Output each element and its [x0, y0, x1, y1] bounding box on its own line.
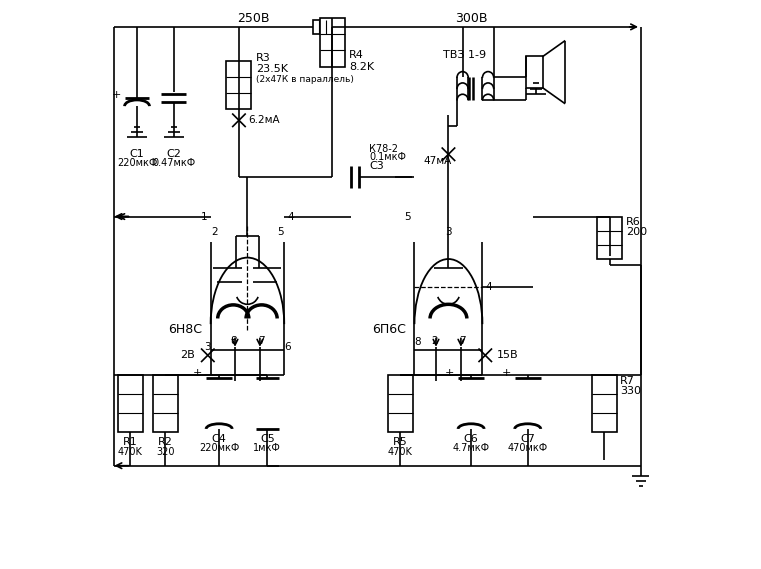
Text: 6.2мА: 6.2мА — [248, 116, 279, 125]
Text: 8.2K: 8.2K — [349, 61, 374, 72]
FancyBboxPatch shape — [313, 19, 333, 34]
Text: R5: R5 — [393, 437, 408, 447]
Text: C3: C3 — [369, 160, 384, 171]
Text: 2В: 2В — [180, 351, 196, 360]
Text: 47мА: 47мА — [423, 156, 451, 166]
Text: 470мкФ: 470мкФ — [508, 443, 548, 453]
Text: C2: C2 — [167, 149, 181, 159]
Text: 15В: 15В — [497, 351, 518, 360]
FancyBboxPatch shape — [153, 375, 178, 432]
Text: ТВЗ 1-9: ТВЗ 1-9 — [443, 50, 486, 60]
Text: 3: 3 — [445, 227, 452, 237]
Text: 2: 2 — [431, 336, 438, 346]
Text: 470K: 470K — [388, 447, 412, 456]
FancyBboxPatch shape — [320, 18, 345, 67]
Text: +: + — [112, 90, 121, 100]
FancyBboxPatch shape — [597, 217, 622, 259]
Text: 220мкФ: 220мкФ — [199, 443, 239, 453]
Text: 3: 3 — [205, 342, 211, 352]
Text: R2: R2 — [158, 437, 173, 447]
Text: C5: C5 — [260, 434, 275, 444]
Text: R7: R7 — [620, 376, 635, 386]
Text: 8: 8 — [414, 337, 421, 347]
Text: C4: C4 — [212, 434, 227, 444]
Text: 1мкФ: 1мкФ — [253, 443, 282, 453]
FancyBboxPatch shape — [526, 56, 543, 88]
Text: 320: 320 — [156, 447, 174, 456]
Text: R1: R1 — [123, 437, 138, 447]
FancyBboxPatch shape — [118, 375, 142, 432]
Text: 470K: 470K — [118, 447, 142, 456]
Text: 4.7мкФ: 4.7мкФ — [453, 443, 489, 453]
Text: 250В: 250В — [237, 13, 269, 26]
Text: 7: 7 — [258, 336, 265, 346]
Text: 4: 4 — [288, 212, 295, 221]
Text: 5: 5 — [277, 227, 284, 237]
Text: 0.1мкФ: 0.1мкФ — [369, 152, 406, 162]
FancyBboxPatch shape — [388, 375, 412, 432]
Text: R3: R3 — [256, 53, 271, 63]
Text: 1: 1 — [201, 212, 207, 221]
Text: 200: 200 — [626, 228, 647, 237]
FancyBboxPatch shape — [592, 375, 616, 432]
Text: 6: 6 — [284, 342, 291, 352]
Text: К78-2: К78-2 — [369, 143, 398, 154]
Text: +: + — [193, 368, 202, 378]
Text: (2х47К в параллель): (2х47К в параллель) — [256, 75, 354, 84]
Text: C7: C7 — [521, 434, 535, 444]
Text: R4: R4 — [349, 50, 365, 60]
Text: +: + — [444, 368, 454, 378]
Text: 5: 5 — [404, 212, 411, 221]
Text: 4: 4 — [486, 282, 492, 292]
Text: R6: R6 — [626, 217, 641, 227]
Text: 8: 8 — [230, 336, 237, 346]
Text: 300В: 300В — [455, 13, 487, 26]
Text: 7: 7 — [460, 336, 466, 346]
Text: 6П6С: 6П6С — [372, 323, 406, 336]
Text: 23.5K: 23.5K — [256, 64, 288, 75]
Text: 330: 330 — [620, 386, 641, 396]
Text: 0.47мкФ: 0.47мкФ — [152, 158, 196, 168]
Text: +: + — [501, 368, 511, 378]
Text: C1: C1 — [129, 149, 145, 159]
Text: C6: C6 — [463, 434, 479, 444]
Text: 6Н8С: 6Н8С — [168, 323, 202, 336]
Text: 2: 2 — [212, 227, 218, 237]
Text: 220мкФ: 220мкФ — [117, 158, 158, 168]
FancyBboxPatch shape — [227, 61, 251, 109]
